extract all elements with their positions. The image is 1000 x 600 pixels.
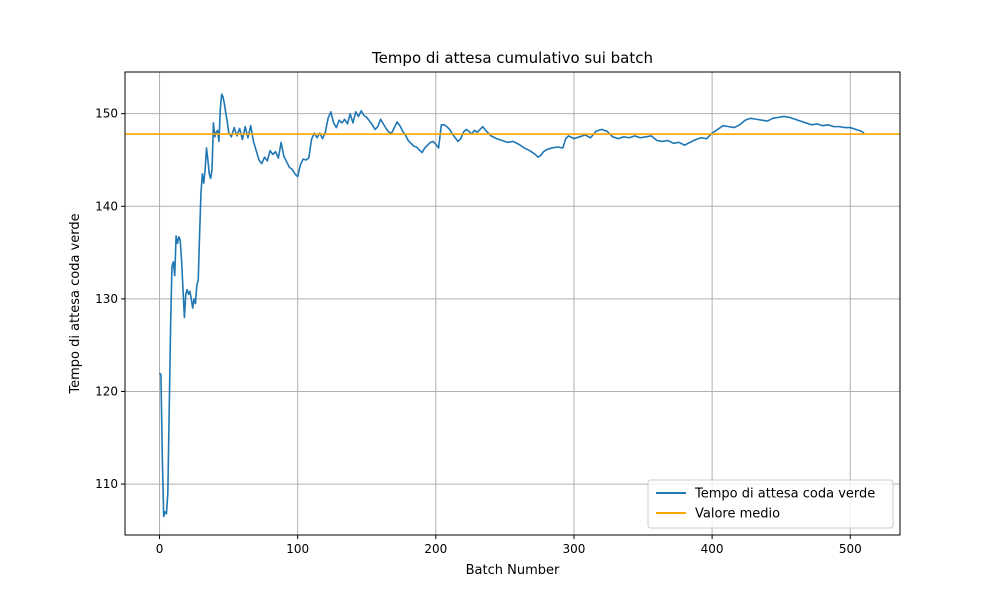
chart-title: Tempo di attesa cumulativo sui batch — [371, 49, 653, 67]
legend: Tempo di attesa coda verde Valore medio — [647, 479, 894, 529]
x-tick-label: 500 — [839, 542, 862, 556]
x-tick-label: 200 — [424, 542, 447, 556]
x-tick-label: 400 — [701, 542, 724, 556]
ticks: 0 100 200 300 400 500 110 120 130 140 150 — [95, 107, 862, 556]
y-axis-label: Tempo di attesa coda verde — [68, 213, 83, 394]
x-tick-label: 0 — [156, 542, 164, 556]
x-axis-label: Batch Number — [466, 563, 560, 578]
y-tick-label: 120 — [95, 384, 118, 398]
y-tick-label: 150 — [95, 107, 118, 121]
legend-label-series-1: Valore medio — [695, 507, 780, 522]
plot-frame — [124, 71, 901, 536]
x-tick-label: 100 — [286, 542, 309, 556]
y-tick-label: 130 — [95, 292, 118, 306]
legend-box — [647, 479, 894, 529]
y-tick-label: 110 — [95, 477, 118, 491]
x-tick-label: 300 — [563, 542, 586, 556]
series-line-waiting-time — [158, 93, 865, 518]
series-layer — [125, 93, 900, 518]
y-tick-label: 140 — [95, 199, 118, 213]
legend-label-series-0: Tempo di attesa coda verde — [694, 487, 875, 502]
